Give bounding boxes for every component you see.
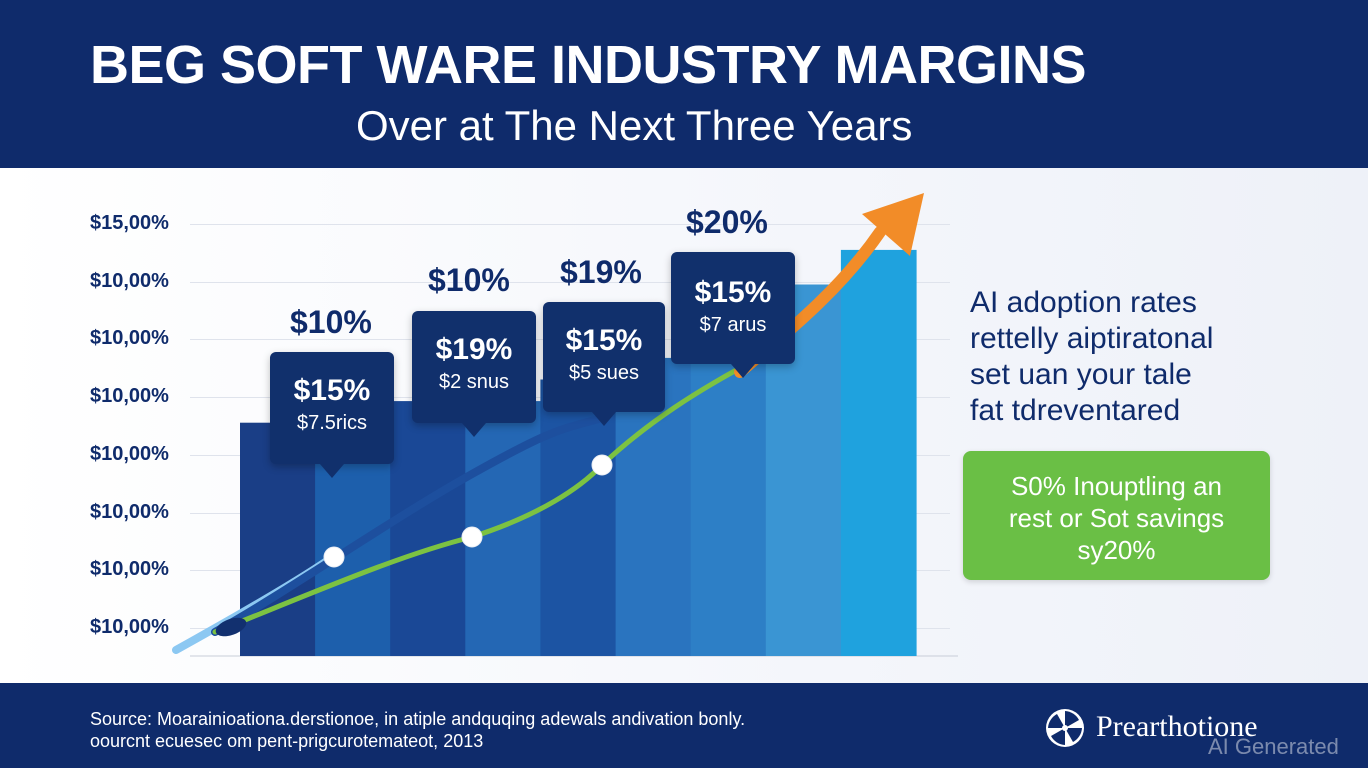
y-tick-label: $10,00%	[90, 616, 169, 638]
callout-3-note: $5 sues	[568, 362, 640, 384]
gridline	[190, 281, 950, 283]
y-tick-label: $10,00%	[90, 558, 169, 581]
y-tick-label: $15,00%	[90, 212, 169, 234]
pinwheel-icon	[1046, 709, 1084, 747]
trend-arrow-head	[862, 193, 924, 256]
highlight-line-2: rest or Sot savings	[1008, 503, 1225, 533]
callout-1-note: $7.5rics	[296, 412, 368, 434]
top-label-3: $19%	[560, 254, 642, 290]
gridline	[190, 224, 950, 225]
marker-dot-1	[323, 546, 345, 568]
top-label-1: $10%	[290, 304, 372, 340]
callout-2-note: $2 snus	[438, 371, 510, 393]
callout-1-value: $15%	[293, 374, 371, 407]
side-note-line-2: rettelly aiptiratonal	[970, 322, 1214, 355]
y-tick-label: $10,00%	[90, 269, 169, 292]
side-note-line-4: fat tdreventared	[970, 394, 1181, 427]
callout-3: $15% $5 sues	[543, 302, 665, 426]
highlight-line-3: sy20%	[1077, 535, 1156, 565]
bar-7	[690, 327, 767, 656]
chart-title: BEG SOFT WARE INDUSTRY MARGINS	[90, 35, 1087, 95]
chart-subtitle: Over at The Next Three Years	[356, 102, 913, 149]
callout-1: $15% $7.5rics	[270, 352, 394, 478]
y-tick-label: $10,00%	[90, 327, 169, 350]
callout-3-value: $15%	[565, 324, 643, 357]
callout-4-note: $7 arus	[699, 314, 767, 336]
top-label-2: $10%	[428, 262, 510, 298]
source-line-1: Source: Moarainioationa.derstionoe, in a…	[90, 709, 746, 729]
series-line-2	[211, 414, 606, 636]
y-tick-label: $10,00%	[90, 500, 169, 523]
source-line-2: oourcnt ecuesec om pent-prigcurotemateot…	[90, 731, 484, 751]
callout-2-value: $19%	[435, 333, 513, 366]
side-note-line-3: set uan your tale	[970, 358, 1192, 391]
highlight-line-1: S0% Inouptling an	[1010, 471, 1223, 501]
side-note: AI adoption rates rettelly aiptiratonal …	[970, 285, 1290, 429]
side-note-line-1: AI adoption rates	[970, 286, 1197, 319]
footer-banner	[0, 683, 1368, 768]
watermark: AI Generated	[1208, 734, 1339, 759]
highlight-box: S0% Inouptling an rest or Sot savings sy…	[963, 451, 1270, 580]
series-line-3	[212, 365, 743, 635]
y-tick-label: $10,00%	[90, 385, 169, 408]
bar-9	[840, 249, 917, 656]
callout-4: $15% $7 arus	[671, 252, 795, 378]
callout-4-value: $15%	[694, 276, 772, 309]
marker-dot-2	[461, 526, 483, 548]
header-banner	[0, 0, 1368, 168]
logo-text: Prearthotione	[1096, 710, 1258, 743]
line-start-marker	[215, 617, 247, 637]
top-label-4: $20%	[686, 204, 768, 240]
marker-dot-3	[591, 454, 613, 476]
source-note: Source: Moarainioationa.derstionoe, in a…	[90, 708, 745, 752]
bar-3	[390, 401, 466, 656]
y-tick-label: $10,00%	[90, 442, 169, 465]
callout-2: $19% $2 snus	[412, 311, 536, 437]
